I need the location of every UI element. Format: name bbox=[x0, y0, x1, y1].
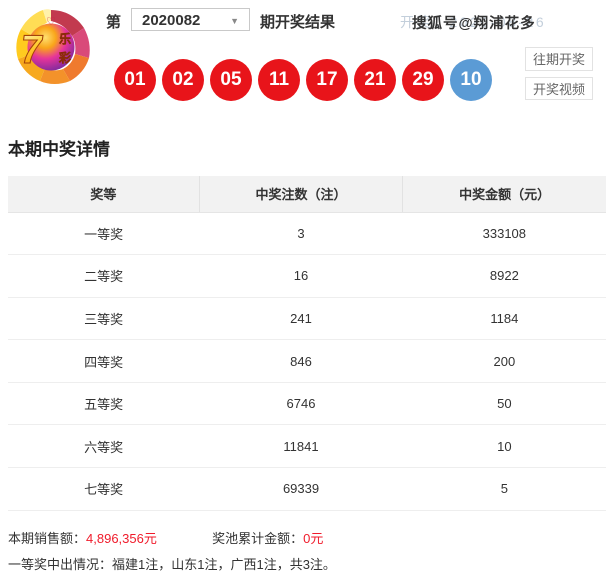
svg-text:♡: ♡ bbox=[46, 16, 56, 28]
svg-text:彩: 彩 bbox=[58, 50, 71, 65]
svg-text:乐: 乐 bbox=[59, 31, 71, 46]
